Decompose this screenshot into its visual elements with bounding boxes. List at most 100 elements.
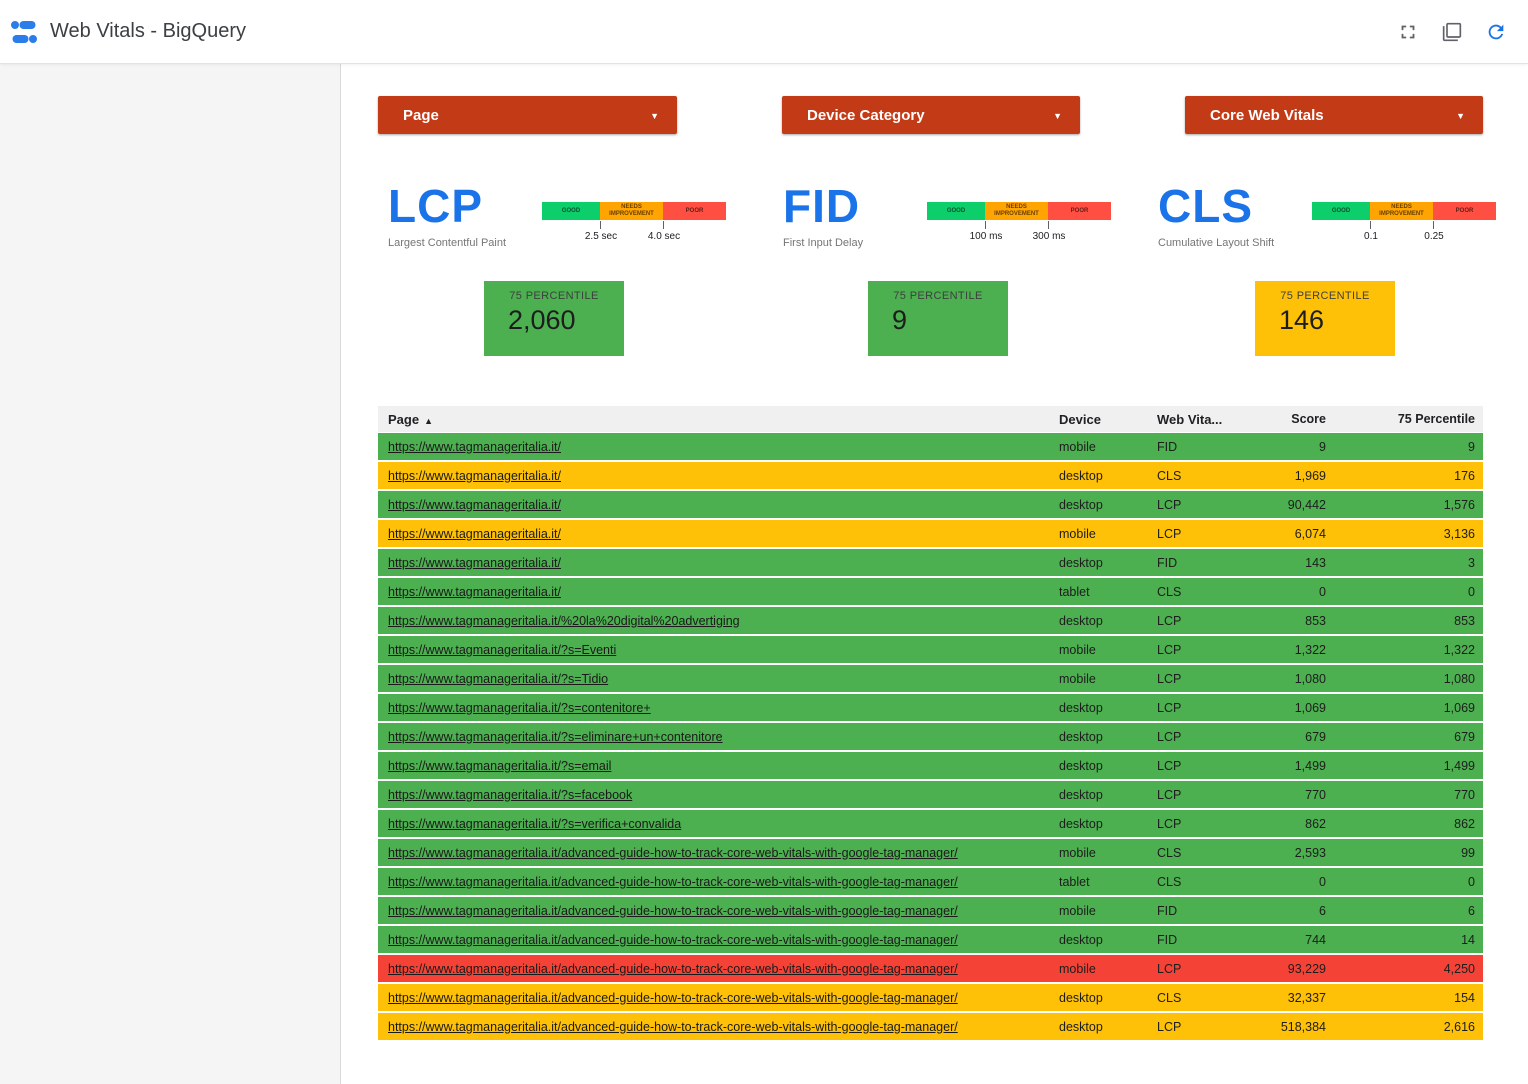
page-cell: https://www.tagmanageritalia.it/?s=Tidio	[378, 672, 1058, 686]
fid-threshold-high: 300 ms	[1032, 231, 1066, 242]
legend-poor-segment: POOR	[1433, 202, 1496, 220]
filter-page[interactable]: Page ▼	[378, 96, 677, 134]
score-cell: 1,969	[1294, 468, 1326, 483]
app-logo-icon	[11, 20, 37, 43]
metric-fid-name: First Input Delay	[783, 237, 864, 249]
filter-core-web-vitals[interactable]: Core Web Vitals ▼	[1185, 96, 1483, 134]
lcp-percentile-scorecard: 75 PERCENTILE 2,060	[484, 281, 624, 356]
page-link[interactable]: https://www.tagmanageritalia.it/advanced…	[388, 932, 958, 947]
filter-cwv-label: Core Web Vitals	[1210, 106, 1324, 124]
legend-bar: GOOD NEEDS IMPROVEMENT POOR	[927, 202, 1111, 220]
score-cell: 770	[1305, 787, 1326, 802]
table-header: Page ▲ Device Web Vita... Score 75 Percen…	[378, 406, 1483, 432]
page-link[interactable]: https://www.tagmanageritalia.it/advanced…	[388, 874, 958, 889]
page-link[interactable]: https://www.tagmanageritalia.it/	[388, 584, 561, 599]
page-link[interactable]: https://www.tagmanageritalia.it/advanced…	[388, 961, 958, 976]
score-cell: 93,229	[1287, 961, 1326, 976]
score-cell: 744	[1305, 932, 1326, 947]
column-header-device[interactable]: Device	[1059, 411, 1101, 427]
scorecard-label: 75 PERCENTILE	[509, 290, 599, 302]
web-vital-cell: LCP	[1157, 1019, 1182, 1034]
page-cell: https://www.tagmanageritalia.it/?s=email	[378, 759, 1058, 773]
table-row: https://www.tagmanageritalia.it/advanced…	[378, 984, 1483, 1013]
percentile-cell: 6	[1468, 903, 1475, 918]
top-bar: Web Vitals - BigQuery	[0, 0, 1528, 64]
page-cell: https://www.tagmanageritalia.it/?s=faceb…	[378, 788, 1058, 802]
device-cell: desktop	[1059, 816, 1103, 831]
page-link[interactable]: https://www.tagmanageritalia.it/?s=verif…	[388, 816, 682, 831]
percentile-cell: 2,616	[1443, 1019, 1475, 1034]
filter-device-category[interactable]: Device Category ▼	[782, 96, 1080, 134]
fid-threshold-legend: GOOD NEEDS IMPROVEMENT POOR 100 ms 300 m…	[927, 202, 1111, 244]
device-cell: mobile	[1059, 439, 1096, 454]
page-link[interactable]: https://www.tagmanageritalia.it/	[388, 439, 561, 454]
column-header-score[interactable]: Score	[1291, 412, 1326, 426]
device-cell: desktop	[1059, 932, 1103, 947]
page-cell: https://www.tagmanageritalia.it/	[378, 469, 1058, 483]
page-cell: https://www.tagmanageritalia.it/	[378, 498, 1058, 512]
table-row: https://www.tagmanageritalia.it/advanced…	[378, 955, 1483, 984]
legend-good-segment: GOOD	[927, 202, 985, 220]
page-link[interactable]: https://www.tagmanageritalia.it/?s=conte…	[388, 700, 651, 715]
percentile-cell: 9	[1468, 439, 1475, 454]
percentile-cell: 1,576	[1443, 497, 1475, 512]
refresh-icon[interactable]	[1484, 20, 1508, 44]
page-cell: https://www.tagmanageritalia.it/?s=elimi…	[378, 730, 1058, 744]
legend-needs-improvement-segment: NEEDS IMPROVEMENT	[985, 202, 1048, 220]
page-cell: https://www.tagmanageritalia.it/?s=conte…	[378, 701, 1058, 715]
web-vitals-table: Page ▲ Device Web Vita... Score 75 Percen…	[378, 406, 1483, 1042]
lcp-threshold-high: 4.0 sec	[647, 231, 681, 242]
web-vital-cell: LCP	[1157, 526, 1182, 541]
percentile-cell: 770	[1454, 787, 1475, 802]
page-cell: https://www.tagmanageritalia.it/advanced…	[378, 904, 1058, 918]
page-link[interactable]: https://www.tagmanageritalia.it/	[388, 468, 561, 483]
page-link[interactable]: https://www.tagmanageritalia.it/?s=faceb…	[388, 787, 633, 802]
filter-page-label: Page	[403, 106, 439, 124]
device-cell: desktop	[1059, 613, 1103, 628]
page-link[interactable]: https://www.tagmanageritalia.it/advanced…	[388, 1019, 958, 1034]
score-cell: 679	[1305, 729, 1326, 744]
score-cell: 1,080	[1294, 671, 1326, 686]
page-link[interactable]: https://www.tagmanageritalia.it/?s=Tidio	[388, 671, 609, 686]
web-vital-cell: LCP	[1157, 729, 1182, 744]
metric-cls-name: Cumulative Layout Shift	[1158, 237, 1275, 249]
scorecard-label: 75 PERCENTILE	[1280, 290, 1370, 302]
score-cell: 1,499	[1294, 758, 1326, 773]
chevron-down-icon: ▼	[1053, 111, 1062, 121]
score-cell: 6	[1319, 903, 1326, 918]
page-link[interactable]: https://www.tagmanageritalia.it/	[388, 555, 561, 570]
page-link[interactable]: https://www.tagmanageritalia.it/advanced…	[388, 845, 958, 860]
score-cell: 1,069	[1294, 700, 1326, 715]
device-cell: desktop	[1059, 758, 1103, 773]
page-link[interactable]: https://www.tagmanageritalia.it/	[388, 526, 561, 541]
device-cell: desktop	[1059, 990, 1103, 1005]
table-row: https://www.tagmanageritalia.it/?s=faceb…	[378, 781, 1483, 810]
page-link[interactable]: https://www.tagmanageritalia.it/advanced…	[388, 990, 958, 1005]
web-vital-cell: FID	[1157, 903, 1178, 918]
column-header-75-percentile[interactable]: 75 Percentile	[1397, 412, 1475, 426]
web-vital-cell: CLS	[1157, 468, 1182, 483]
sort-ascending-icon: ▲	[424, 415, 433, 426]
page-cell: https://www.tagmanageritalia.it/	[378, 440, 1058, 454]
page-cell: https://www.tagmanageritalia.it/?s=verif…	[378, 817, 1058, 831]
page-link[interactable]: https://www.tagmanageritalia.it/?s=Event…	[388, 642, 617, 657]
page-cell: https://www.tagmanageritalia.it/advanced…	[378, 962, 1058, 976]
table-row: https://www.tagmanageritalia.it/?s=elimi…	[378, 723, 1483, 752]
pages-icon[interactable]	[1440, 20, 1464, 44]
page-link[interactable]: https://www.tagmanageritalia.it/	[388, 497, 561, 512]
column-header-page[interactable]: Page ▲	[378, 412, 1058, 427]
legend-tick	[1048, 221, 1049, 229]
table-row: https://www.tagmanageritalia.it/?s=Event…	[378, 636, 1483, 665]
table-row: https://www.tagmanageritalia.it/advanced…	[378, 926, 1483, 955]
column-header-web-vital[interactable]: Web Vita...	[1157, 411, 1223, 427]
page-link[interactable]: https://www.tagmanageritalia.it/?s=elimi…	[388, 729, 723, 744]
fullscreen-icon[interactable]	[1396, 20, 1420, 44]
page-link[interactable]: https://www.tagmanageritalia.it/?s=email	[388, 758, 612, 773]
score-cell: 90,442	[1287, 497, 1326, 512]
page-cell: https://www.tagmanageritalia.it/advanced…	[378, 846, 1058, 860]
page-link[interactable]: https://www.tagmanageritalia.it/advanced…	[388, 903, 958, 918]
percentile-cell: 853	[1454, 613, 1475, 628]
table-row: https://www.tagmanageritalia.it/advanced…	[378, 868, 1483, 897]
table-row: https://www.tagmanageritalia.it/tablet CL…	[378, 578, 1483, 607]
page-link[interactable]: https://www.tagmanageritalia.it/%20la%20…	[388, 613, 740, 628]
